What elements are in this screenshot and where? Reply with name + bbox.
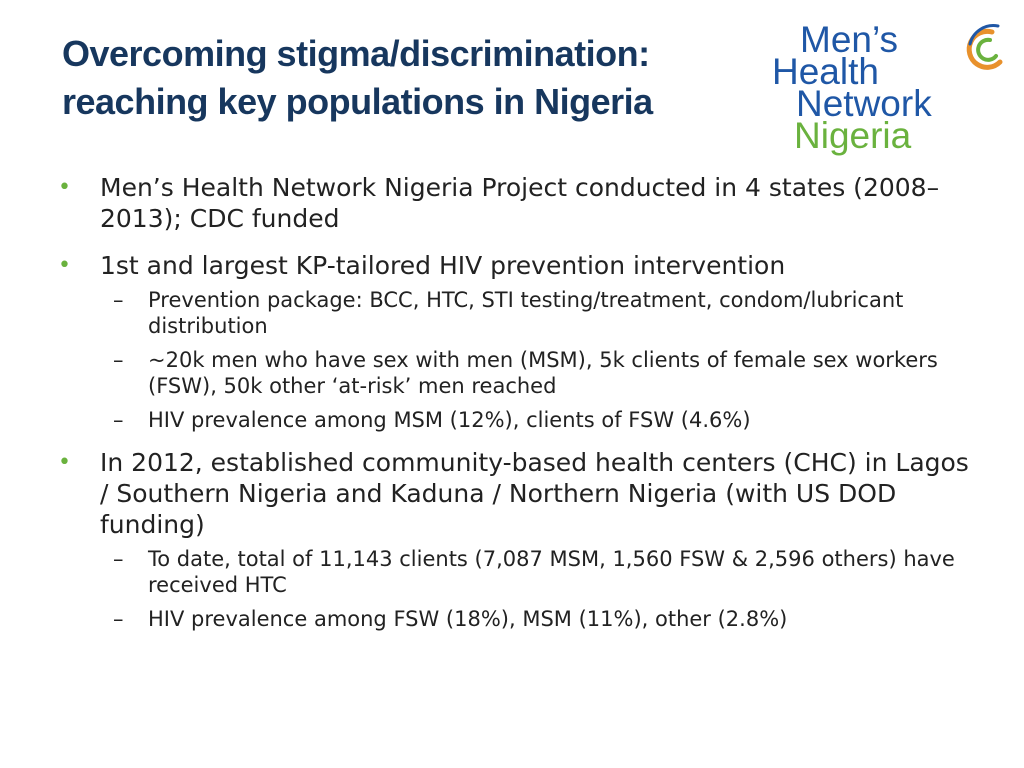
- bullet-item-2: • 1st and largest KP-tailored HIV preven…: [58, 250, 978, 281]
- logo-text-health: Health: [772, 51, 879, 92]
- sub-marker: –: [113, 348, 124, 372]
- bullet-text: In 2012, established community-based hea…: [100, 448, 969, 539]
- bullet-marker: •: [58, 253, 71, 278]
- sub-item: – ~20k men who have sex with men (MSM), …: [103, 347, 978, 399]
- sub-text: To date, total of 11,143 clients (7,087 …: [148, 547, 955, 597]
- logo-text-network: Network: [796, 83, 932, 124]
- sub-text: Prevention package: BCC, HTC, STI testin…: [148, 288, 904, 338]
- bullet-text: Men’s Health Network Nigeria Project con…: [100, 173, 940, 233]
- sub-text: HIV prevalence among MSM (12%), clients …: [148, 408, 751, 432]
- sub-item: – HIV prevalence among MSM (12%), client…: [103, 407, 978, 433]
- title-line-2: reaching key populations in Nigeria: [62, 81, 653, 122]
- logo-text-mens: Men’s: [800, 19, 898, 60]
- sub-marker: –: [113, 288, 124, 312]
- bullet-item-1: • Men’s Health Network Nigeria Project c…: [58, 172, 978, 234]
- sub-marker: –: [113, 547, 124, 571]
- logo-swirl-icon: [966, 24, 1003, 70]
- bullet-marker: •: [58, 450, 71, 475]
- bullet-item-3: • In 2012, established community-based h…: [58, 447, 978, 540]
- bullet-text: 1st and largest KP-tailored HIV preventi…: [100, 251, 786, 280]
- bullet-marker: •: [58, 175, 71, 200]
- sub-item: – Prevention package: BCC, HTC, STI test…: [103, 287, 978, 339]
- slide-body: • Men’s Health Network Nigeria Project c…: [58, 172, 978, 640]
- sub-item: – To date, total of 11,143 clients (7,08…: [103, 546, 978, 598]
- logo-text-nigeria: Nigeria: [794, 115, 912, 156]
- sub-list-2: – Prevention package: BCC, HTC, STI test…: [58, 287, 978, 433]
- sub-marker: –: [113, 408, 124, 432]
- sub-text: HIV prevalence among FSW (18%), MSM (11%…: [148, 607, 788, 631]
- sub-list-3: – To date, total of 11,143 clients (7,08…: [58, 546, 978, 632]
- title-line-1: Overcoming stigma/discrimination:: [62, 33, 650, 74]
- slide-title: Overcoming stigma/discrimination: reachi…: [62, 30, 742, 126]
- mens-health-network-nigeria-logo: Men’s Health Network Nigeria: [760, 14, 1020, 164]
- sub-item: – HIV prevalence among FSW (18%), MSM (1…: [103, 606, 978, 632]
- sub-text: ~20k men who have sex with men (MSM), 5k…: [148, 348, 938, 398]
- sub-marker: –: [113, 607, 124, 631]
